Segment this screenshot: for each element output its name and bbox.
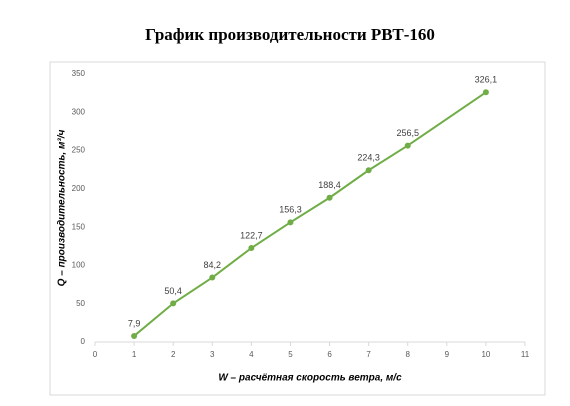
- data-label: 50,4: [164, 286, 182, 296]
- chart-frame: [49, 61, 546, 396]
- y-axis-label: Q – производительность, м³/ч: [57, 130, 68, 287]
- point: [365, 167, 372, 174]
- y-tick-label: 300: [72, 107, 86, 116]
- chart-title: График производительности РВТ-160: [145, 25, 435, 44]
- data-label: 122,7: [240, 230, 263, 240]
- y-tick-label: 200: [72, 184, 86, 193]
- y-tick-label: 100: [72, 261, 86, 270]
- x-tick-label: 11: [521, 350, 530, 359]
- point: [482, 89, 489, 96]
- point: [170, 300, 177, 307]
- data-label: 7,9: [128, 318, 141, 328]
- point: [248, 245, 255, 252]
- y-tick-label: 250: [72, 146, 86, 155]
- x-tick-label: 8: [406, 350, 411, 359]
- x-tick-label: 2: [171, 350, 176, 359]
- y-tick-label: 150: [72, 222, 86, 231]
- x-axis-label: W – расчётная скорость ветра, м/с: [218, 373, 402, 384]
- x-tick-label: 10: [481, 350, 490, 359]
- point: [209, 274, 216, 281]
- data-label: 326,1: [475, 75, 498, 85]
- data-label: 224,3: [357, 153, 380, 163]
- x-tick-label: 4: [249, 350, 254, 359]
- y-tick-label: 50: [76, 299, 85, 308]
- x-tick-label: 7: [366, 350, 371, 359]
- x-tick-label: 9: [445, 350, 450, 359]
- point: [326, 194, 333, 201]
- data-label: 188,4: [318, 180, 341, 190]
- data-label: 256,5: [396, 128, 419, 138]
- x-tick-label: 0: [93, 350, 98, 359]
- y-tick-label: 0: [81, 337, 86, 346]
- point: [287, 219, 294, 226]
- x-tick-label: 5: [288, 350, 293, 359]
- x-tick-label: 6: [327, 350, 332, 359]
- x-tick-label: 1: [132, 350, 137, 359]
- point: [131, 332, 138, 339]
- data-label: 156,3: [279, 205, 302, 215]
- series-line: [133, 91, 487, 337]
- y-tick-label: 350: [72, 69, 86, 78]
- data-label: 84,2: [204, 260, 222, 270]
- point: [404, 142, 411, 149]
- x-tick-label: 3: [210, 350, 215, 359]
